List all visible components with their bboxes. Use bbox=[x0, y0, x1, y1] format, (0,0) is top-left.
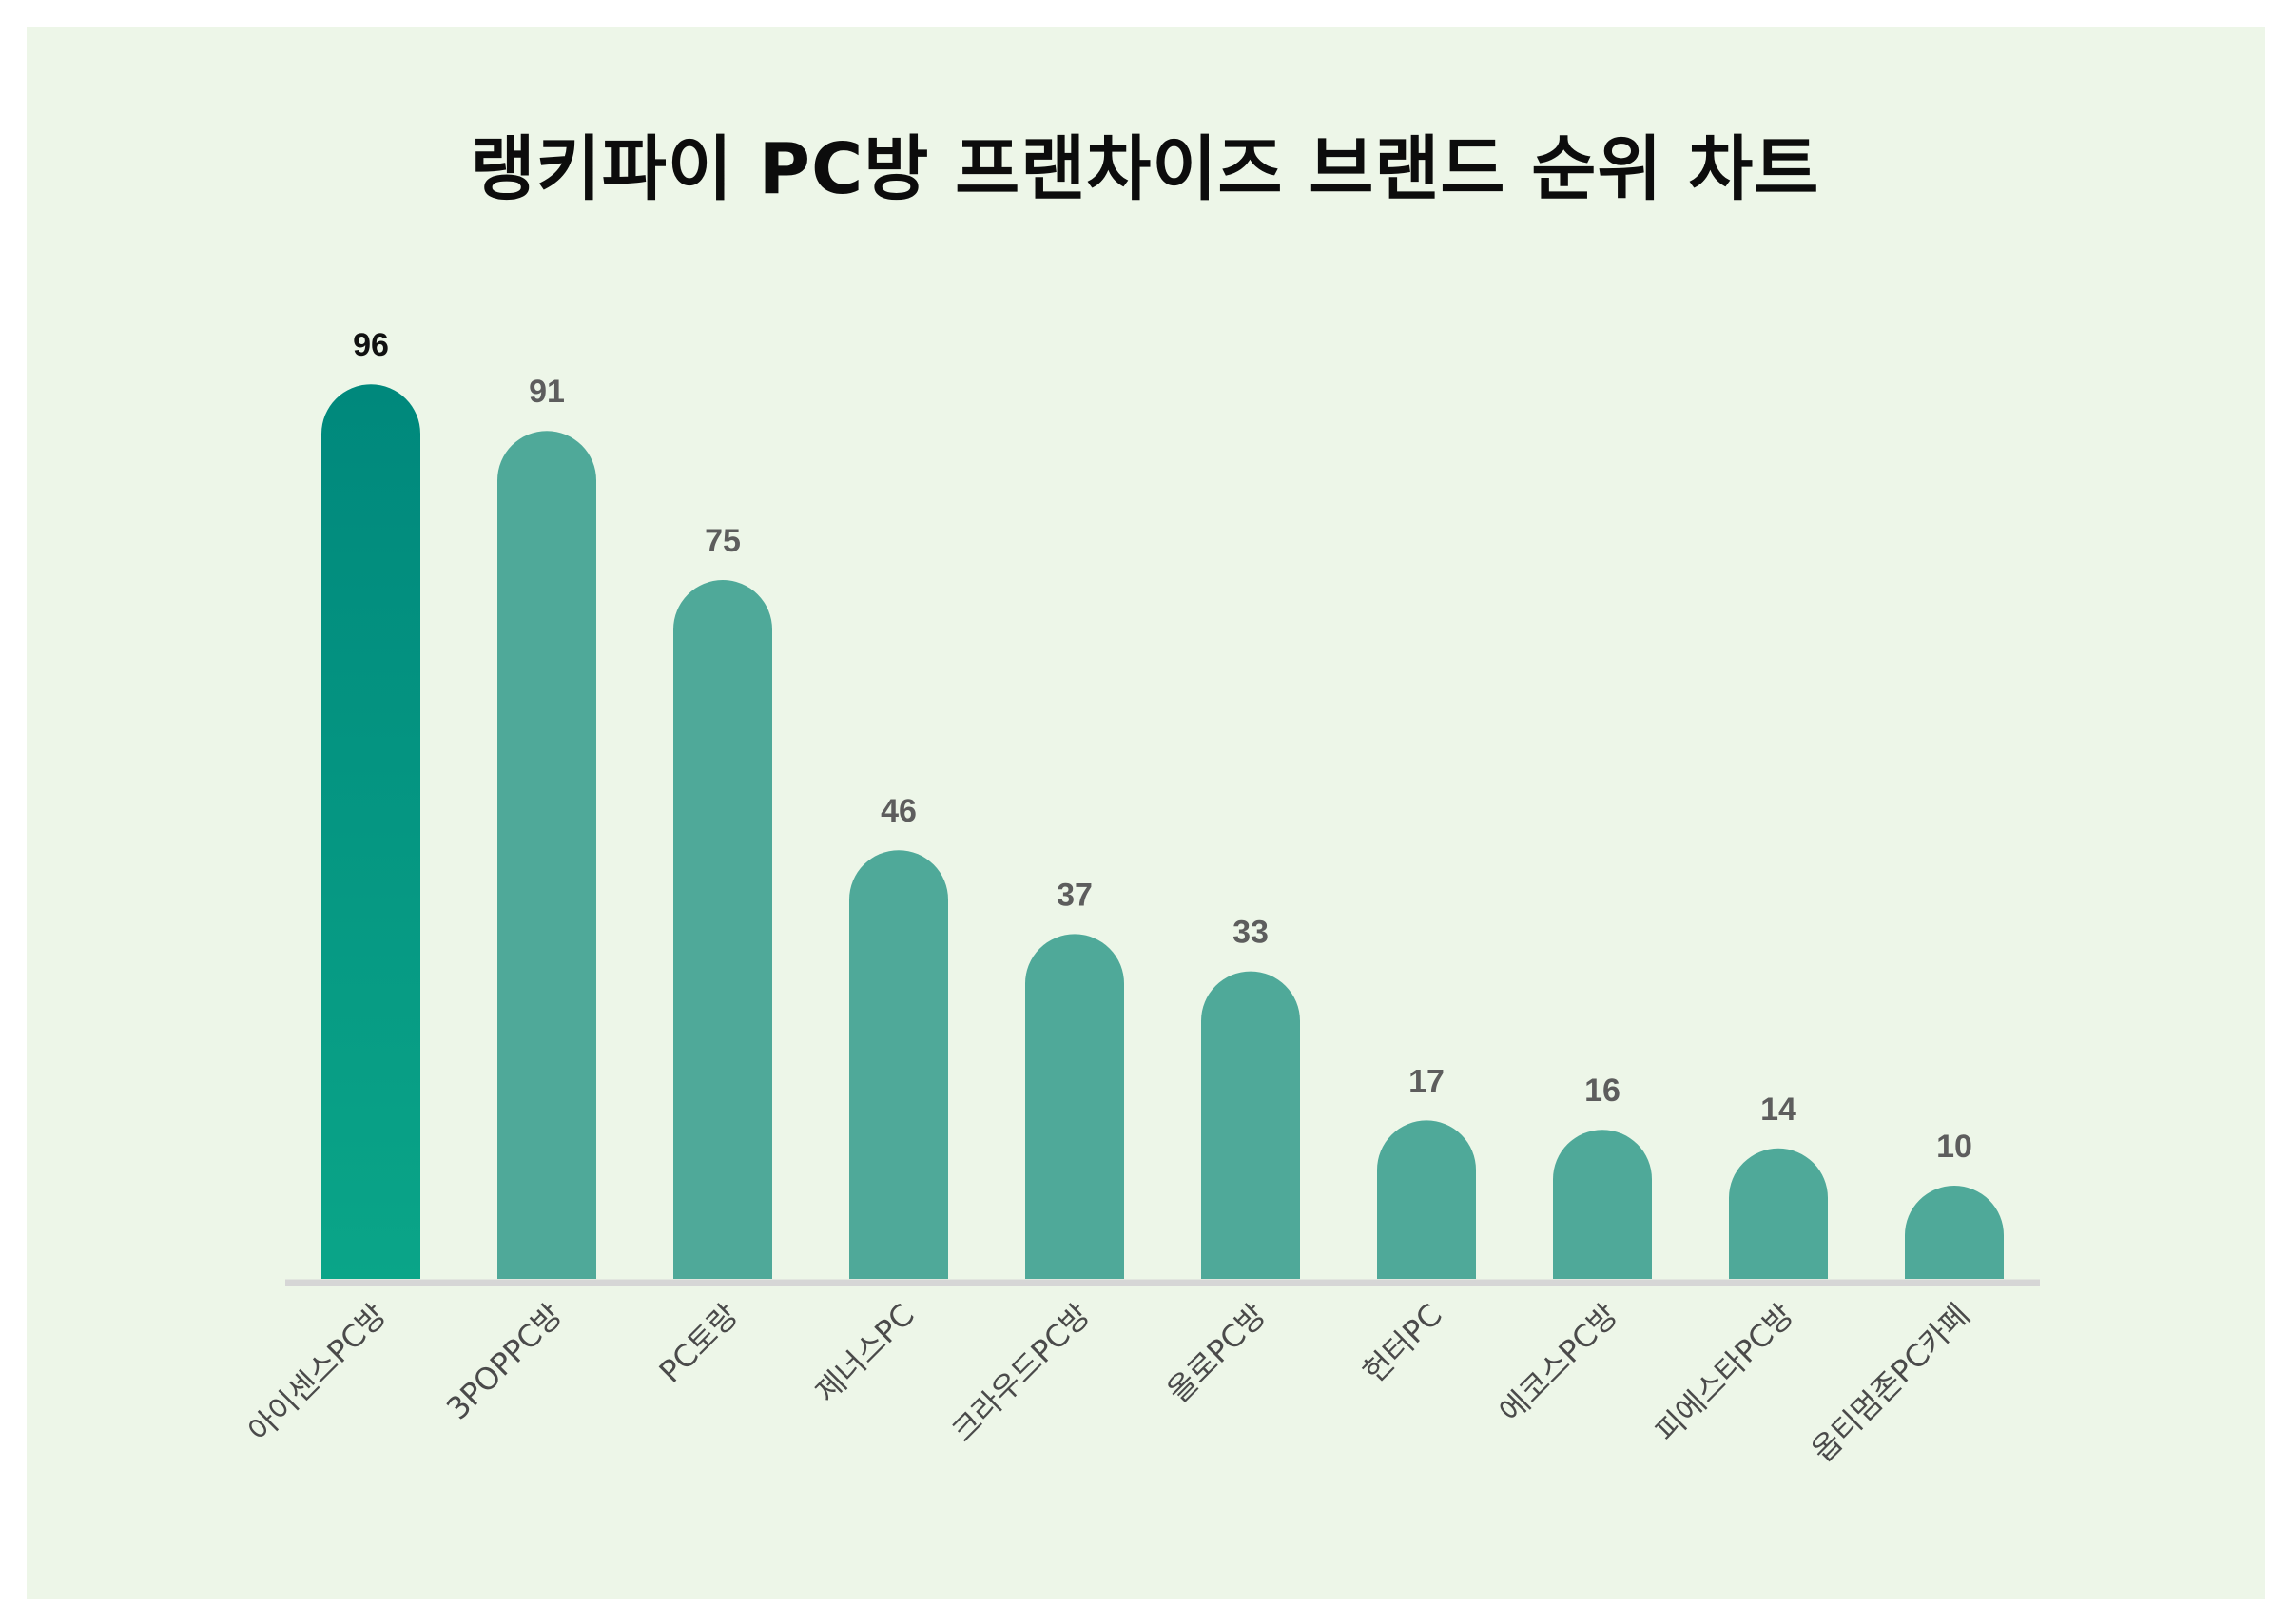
bar-2 bbox=[497, 431, 596, 1279]
value-labels-group: 96 91 75 46 37 33 17 16 14 10 bbox=[353, 327, 1972, 1165]
value-label-10: 10 bbox=[1936, 1129, 1972, 1165]
value-label-7: 17 bbox=[1408, 1063, 1445, 1099]
x-tick-label-2: 3POPPC방 bbox=[439, 1297, 570, 1427]
bar-5 bbox=[1025, 934, 1124, 1279]
value-label-5: 37 bbox=[1057, 877, 1093, 913]
x-tick-label-7: 헌터PC bbox=[1356, 1297, 1449, 1390]
bars-group bbox=[321, 384, 2004, 1279]
bar-8 bbox=[1553, 1130, 1652, 1279]
bar-10 bbox=[1905, 1186, 2004, 1279]
value-label-8: 16 bbox=[1584, 1073, 1620, 1109]
bar-9 bbox=[1729, 1148, 1828, 1279]
x-tick-label-8: 에코스PC방 bbox=[1492, 1297, 1625, 1430]
chart-title: 랭키파이 PC방 프랜차이즈 브랜드 순위 차트 bbox=[470, 128, 1820, 210]
bar-7 bbox=[1377, 1120, 1476, 1279]
x-tick-label-10: 옵티멈존PC카페 bbox=[1804, 1297, 1976, 1469]
value-label-4: 46 bbox=[881, 793, 917, 829]
x-tick-label-6: 올로PC방 bbox=[1160, 1297, 1273, 1410]
bar-4 bbox=[849, 850, 948, 1279]
x-tick-labels-group: 아이센스PC방 3POPPC방 PC토랑 제너스PC 크라우드PC방 올로PC방 헌터PC 에… bbox=[241, 1297, 1976, 1469]
value-label-2: 91 bbox=[529, 374, 565, 410]
x-tick-label-3: PC토랑 bbox=[652, 1297, 746, 1390]
bar-6 bbox=[1201, 971, 1300, 1279]
value-label-3: 75 bbox=[705, 523, 741, 559]
value-label-6: 33 bbox=[1232, 915, 1269, 951]
bar-1 bbox=[321, 384, 420, 1279]
value-label-9: 14 bbox=[1760, 1092, 1796, 1128]
value-label-1: 96 bbox=[353, 327, 389, 363]
x-tick-label-1: 아이센스PC방 bbox=[241, 1297, 393, 1449]
x-tick-label-5: 크라우드PC방 bbox=[944, 1297, 1096, 1449]
x-tick-label-4: 제너스PC bbox=[808, 1297, 922, 1410]
x-tick-label-9: 피에스타PC방 bbox=[1648, 1297, 1800, 1449]
bar-3 bbox=[673, 580, 772, 1279]
